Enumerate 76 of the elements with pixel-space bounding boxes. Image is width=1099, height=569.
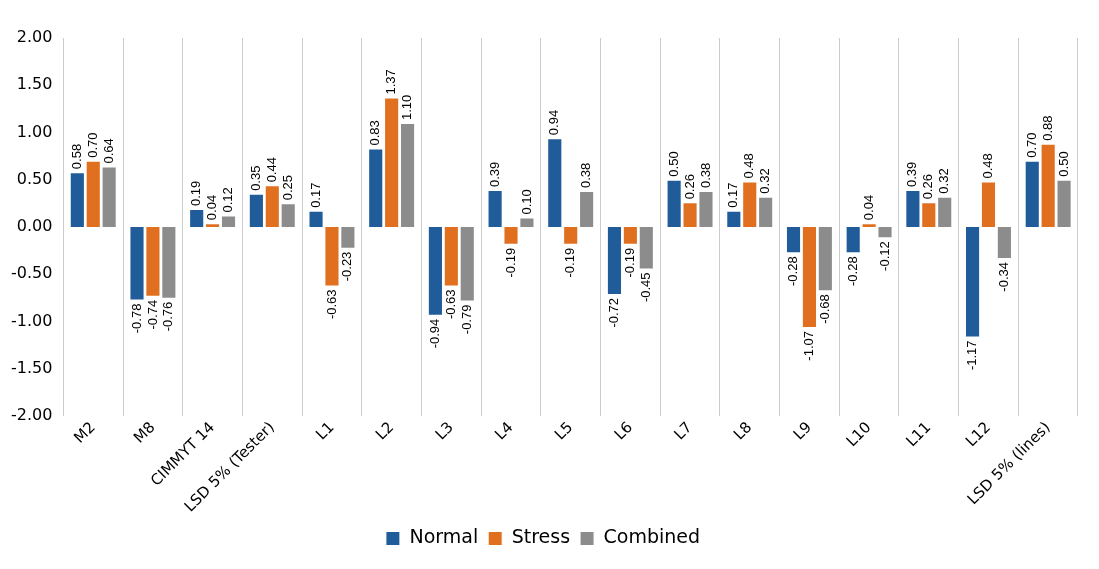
data-label: 0.48 <box>741 153 757 179</box>
x-tick-label: L1 <box>312 418 338 444</box>
data-label: 0.64 <box>100 138 116 164</box>
data-label: 0.26 <box>920 174 936 200</box>
x-tick-label: L8 <box>729 418 756 444</box>
data-label: 0.38 <box>697 162 713 189</box>
legend-label: Combined <box>603 525 701 548</box>
y-tick-label: -0.50 <box>10 263 53 283</box>
data-label: 0.39 <box>904 161 920 188</box>
data-label: 0.10 <box>518 189 534 215</box>
data-label: -0.74 <box>144 299 160 330</box>
legend-label: Stress <box>511 525 571 548</box>
x-tick-label: M2 <box>70 418 99 447</box>
data-label: 0.32 <box>757 168 773 194</box>
data-label: -1.17 <box>964 340 980 371</box>
y-tick-label: 2.00 <box>16 27 53 47</box>
data-label: -1.07 <box>801 331 817 361</box>
x-tick-label: L9 <box>789 418 816 444</box>
data-label: 0.04 <box>860 194 876 221</box>
x-tick-label: L2 <box>371 418 398 444</box>
data-label: 0.12 <box>220 187 236 213</box>
data-label: 0.88 <box>1039 115 1055 141</box>
data-label: -0.12 <box>876 241 892 271</box>
data-label: 0.50 <box>665 151 681 177</box>
y-tick-label: 1.00 <box>16 121 53 141</box>
data-label: 1.37 <box>383 69 399 95</box>
data-label: 1.10 <box>399 94 415 121</box>
x-tick-label: L3 <box>431 418 457 444</box>
x-tick-label: L12 <box>961 418 995 451</box>
x-tick-label: L5 <box>550 418 577 444</box>
y-tick-label: 1.50 <box>16 74 53 94</box>
data-label: -0.23 <box>339 251 355 282</box>
data-label: 0.04 <box>204 194 220 221</box>
data-label: -0.68 <box>816 294 832 324</box>
data-label: -0.79 <box>458 304 474 335</box>
y-tick-label: -1.50 <box>10 357 53 377</box>
data-label: -0.19 <box>562 247 578 278</box>
data-label: -0.78 <box>128 303 144 334</box>
data-label: -0.19 <box>621 247 637 278</box>
x-tick-label: L4 <box>491 418 517 444</box>
x-tick-label: L7 <box>670 418 696 444</box>
data-label: 0.94 <box>546 109 562 136</box>
data-label: -0.28 <box>785 256 801 287</box>
data-label: 0.58 <box>68 143 84 170</box>
data-label: 0.26 <box>681 174 697 200</box>
x-tick-label: L11 <box>902 418 935 451</box>
y-tick-label: 0.00 <box>16 216 53 236</box>
data-label: 0.17 <box>725 182 741 208</box>
data-label: 0.35 <box>247 165 263 191</box>
data-label: 0.19 <box>188 180 204 206</box>
data-label: 0.83 <box>367 120 383 146</box>
data-label: -0.19 <box>502 247 518 278</box>
data-label: 0.39 <box>486 161 502 188</box>
y-tick-label: -1.00 <box>10 310 53 330</box>
data-label: 0.50 <box>1055 151 1071 177</box>
data-label: 0.17 <box>307 182 323 208</box>
y-tick-label: 0.50 <box>16 168 53 188</box>
data-label: -0.72 <box>606 297 622 328</box>
data-label: -0.63 <box>442 289 458 320</box>
data-label: -0.28 <box>844 256 860 287</box>
data-label: 0.25 <box>279 174 295 201</box>
data-label: 0.32 <box>936 168 952 194</box>
y-tick-label: -2.00 <box>10 405 53 424</box>
data-label: -0.94 <box>427 318 442 349</box>
data-label: -0.76 <box>160 301 176 332</box>
data-label: 0.70 <box>1023 132 1039 158</box>
data-label: 0.48 <box>980 153 996 179</box>
data-label: 0.70 <box>84 132 100 158</box>
legend-label: Normal <box>409 525 479 548</box>
data-label: -0.63 <box>323 289 339 320</box>
data-label: 0.44 <box>263 157 279 183</box>
data-label: -0.34 <box>995 262 1011 292</box>
data-label: 0.38 <box>578 162 594 189</box>
x-tick-label: L6 <box>610 418 636 444</box>
data-label: -0.45 <box>637 272 653 303</box>
x-tick-label: L10 <box>842 418 875 451</box>
